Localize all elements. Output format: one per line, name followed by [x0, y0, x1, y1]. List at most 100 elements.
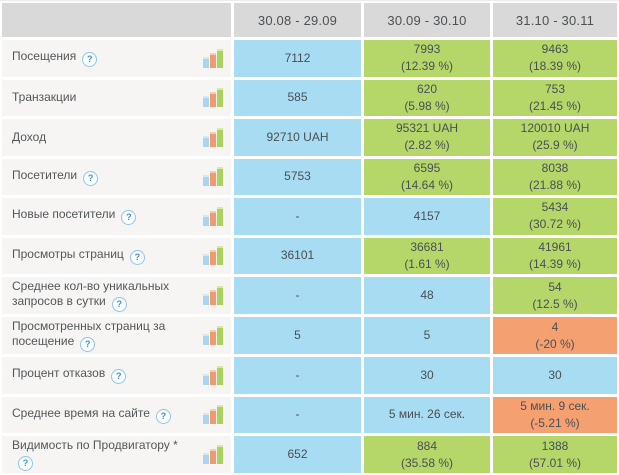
bar-chart-bar — [217, 326, 223, 345]
bar-chart-icon[interactable] — [203, 88, 223, 108]
metric-label: Просмотры страниц? — [12, 247, 145, 265]
metric-delta-percent: (1.61 %) — [404, 256, 450, 271]
metric-value: 753 — [544, 81, 566, 96]
metric-value: 120010 UAH — [520, 121, 590, 136]
metric-value: - — [295, 367, 300, 382]
metric-value: - — [295, 407, 300, 422]
metric-delta-percent: (57.01 %) — [528, 455, 582, 470]
header-corner-cell — [2, 3, 231, 37]
metric-value: 5434 — [541, 200, 569, 215]
metric-value-cell: - — [234, 198, 361, 235]
bar-chart-bar — [217, 88, 223, 108]
metric-value-cell: 753 (21.45 %) — [493, 79, 617, 116]
bar-chart-bar — [203, 453, 209, 464]
bar-chart-icon[interactable] — [203, 445, 223, 464]
metric-label-cell: Просмотренных страниц за посещение? — [2, 317, 231, 354]
metric-delta-percent: (12.39 %) — [400, 59, 454, 74]
help-icon[interactable]: ? — [155, 408, 171, 424]
bar-chart-bar — [203, 413, 209, 425]
metric-value-cell: 5434 (30.72 %) — [493, 198, 617, 235]
metric-label-cell: Процент отказов? — [2, 357, 231, 394]
metric-label-cell: Транзакции — [2, 79, 231, 116]
metric-delta-percent: (-20 %) — [535, 336, 575, 351]
metric-value-cell: 92710 UAH — [234, 119, 361, 156]
metric-delta-percent: (14.39 %) — [528, 256, 582, 271]
metric-value: 4157 — [413, 208, 441, 223]
metric-delta-percent: (5.98 %) — [404, 98, 450, 113]
bar-chart-bar — [217, 365, 223, 385]
metric-value: 1388 — [541, 438, 569, 453]
bar-chart-bar — [210, 290, 216, 305]
help-icon[interactable]: ? — [111, 297, 127, 312]
metric-delta-percent: (2.82 %) — [404, 138, 450, 153]
metric-label: Транзакции — [12, 90, 77, 105]
metric-label-cell: Посещения? — [2, 40, 231, 77]
metric-value: 7993 — [413, 42, 441, 57]
metric-value-cell: 9463 (18.39 %) — [493, 40, 617, 77]
metric-value-cell: 585 — [234, 79, 361, 116]
bar-chart-bar — [203, 254, 209, 266]
bar-chart-bar — [203, 175, 209, 187]
metric-label: Посетители? — [12, 168, 99, 186]
bar-chart-bar — [203, 373, 209, 385]
metric-value-cell: 6595 (14.64 %) — [364, 158, 490, 195]
help-icon[interactable]: ? — [83, 170, 99, 186]
metric-label: Просмотренных страниц за посещение? — [12, 319, 197, 352]
metric-delta-percent: (18.39 %) — [528, 59, 582, 74]
metric-value-cell: 4 (-20 %) — [493, 317, 617, 354]
bar-chart-icon[interactable] — [203, 48, 223, 68]
bar-chart-bar — [217, 405, 223, 425]
help-icon[interactable]: ? — [111, 369, 127, 385]
bar-chart-icon[interactable] — [203, 246, 223, 266]
metric-value-cell: 8038 (21.88 %) — [493, 158, 617, 195]
bar-chart-bar — [210, 330, 216, 345]
metric-label-cell: Видимость по Продвигатору *? — [2, 436, 231, 473]
bar-chart-bar — [210, 409, 216, 425]
metric-value: 5 — [423, 328, 431, 342]
metric-value-cell: 36101 — [234, 237, 361, 274]
help-icon[interactable]: ? — [18, 456, 33, 471]
metric-value: 92710 UAH — [266, 129, 329, 144]
metric-value-cell: 5 мин. 26 сек. — [364, 396, 490, 433]
metric-label: Видимость по Продвигатору *? — [12, 438, 197, 471]
bar-chart-icon[interactable] — [203, 365, 223, 385]
metric-value: 4 — [551, 319, 559, 334]
metric-value-cell: 30 — [364, 357, 490, 394]
bar-chart-bar — [210, 449, 216, 464]
metric-delta-percent: (12.5 %) — [532, 296, 578, 311]
metric-value: 95321 UAH — [395, 121, 459, 136]
help-icon[interactable]: ? — [121, 210, 137, 226]
bar-chart-bar — [210, 210, 216, 226]
metric-value-cell: 120010 UAH (25.9 %) — [493, 119, 617, 156]
metric-value-cell: - — [234, 396, 361, 433]
bar-chart-icon[interactable] — [203, 167, 223, 187]
metric-delta-percent: (21.88 %) — [528, 177, 582, 192]
bar-chart-icon[interactable] — [203, 405, 223, 425]
metric-value: 54 — [548, 279, 562, 294]
metric-label: Посещения? — [12, 49, 98, 68]
metric-value-cell: 5 — [364, 317, 490, 354]
metric-value-cell: 54 (12.5 %) — [493, 277, 617, 314]
bar-chart-icon[interactable] — [203, 326, 223, 345]
metric-value-cell: 41961 (14.39 %) — [493, 237, 617, 274]
bar-chart-bar — [203, 214, 209, 226]
metric-value-cell: 5753 — [234, 158, 361, 195]
bar-chart-icon[interactable] — [203, 127, 223, 147]
metric-label-cell: Среднее время на сайте? — [2, 396, 231, 433]
metric-value: 884 — [416, 438, 438, 453]
bar-chart-bar — [203, 334, 209, 345]
help-icon[interactable]: ? — [129, 249, 145, 265]
column-header-period-1: 30.08 - 29.09 — [234, 3, 361, 37]
help-icon[interactable]: ? — [80, 337, 96, 352]
bar-chart-icon[interactable] — [203, 206, 223, 226]
help-icon[interactable]: ? — [82, 52, 98, 68]
metric-value: 620 — [416, 81, 438, 96]
metric-value: 41961 — [538, 239, 572, 254]
bar-chart-icon[interactable] — [203, 286, 223, 305]
metric-value-cell: 5 — [234, 317, 361, 354]
bar-chart-bar — [217, 127, 223, 147]
metric-delta-percent: (14.64 %) — [400, 177, 454, 192]
metric-value: - — [295, 208, 300, 223]
metric-value-cell: 95321 UAH (2.82 %) — [364, 119, 490, 156]
bar-chart-bar — [217, 206, 223, 226]
